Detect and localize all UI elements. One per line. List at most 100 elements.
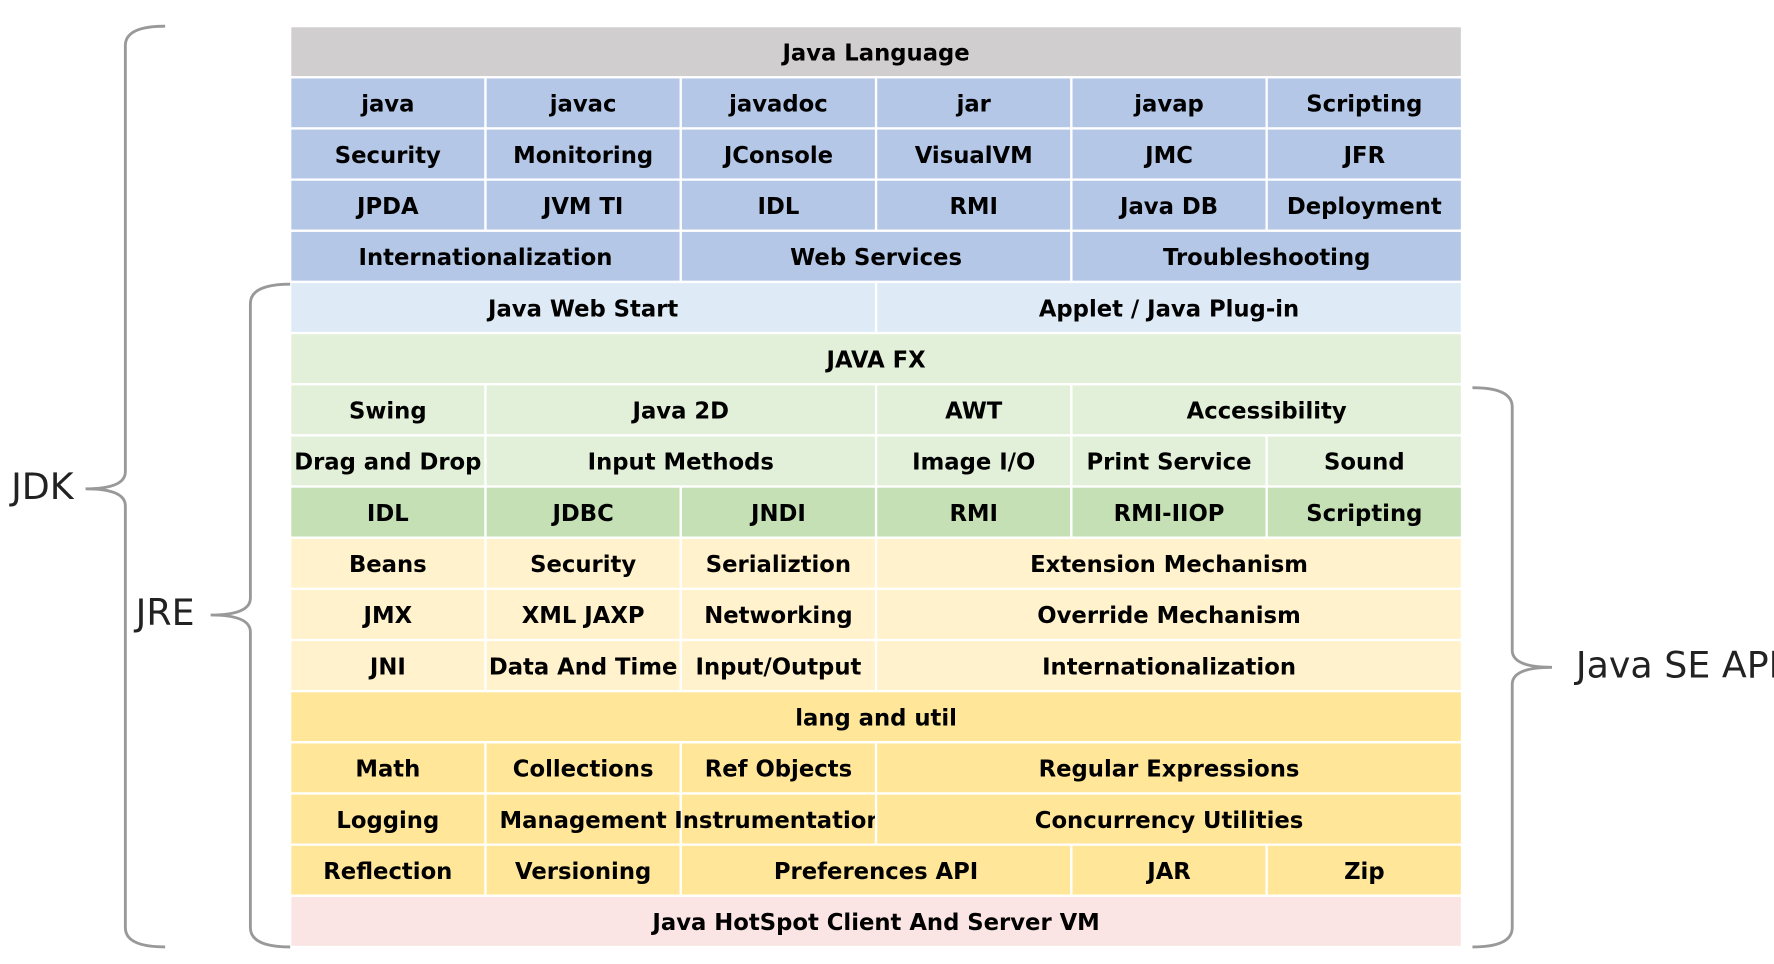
cell-label: Print Service — [1087, 450, 1252, 476]
cell-label: JMC — [1143, 143, 1193, 169]
cell — [289, 229, 682, 284]
cell-label: JFR — [1342, 143, 1386, 169]
cell-label: IDL — [758, 194, 800, 220]
cell — [679, 587, 878, 642]
cell — [1265, 843, 1464, 897]
cell — [289, 178, 487, 232]
cell-label: RMI — [949, 194, 998, 220]
cell-label: JVM TI — [541, 194, 624, 220]
cell — [484, 383, 878, 437]
cell — [289, 638, 487, 693]
jre-label: JRE — [134, 591, 195, 634]
cell-label: Versioning — [515, 859, 651, 885]
cell — [874, 383, 1073, 437]
cell-label: RMI-IIOP — [1114, 501, 1225, 527]
cell — [874, 792, 1464, 846]
cell — [1070, 383, 1464, 437]
cell — [289, 280, 878, 335]
cell — [484, 792, 682, 846]
cell — [289, 76, 487, 130]
java-se-api-brace — [1472, 386, 1553, 949]
cell-label: Input Methods — [588, 450, 774, 476]
cell — [679, 843, 1073, 897]
cell-label: Security — [530, 552, 636, 578]
cell-label: JConsole — [722, 143, 833, 169]
cell-label: Collections — [513, 757, 654, 783]
cell-label: lang and util — [795, 706, 957, 732]
cell-label: RMI — [949, 501, 998, 527]
cell-label: Override Mechanism — [1037, 603, 1300, 629]
cell-label: Java Web Start — [486, 296, 678, 322]
cell-label: Internationalization — [359, 245, 613, 271]
layer-grid: Java Language java javac javadoc jar javap Scr… — [289, 25, 1464, 949]
cell — [874, 280, 1464, 335]
cell-label: Networking — [704, 603, 852, 629]
cell-label: Preferences API — [774, 859, 978, 885]
cell — [289, 894, 1464, 949]
cell-label: Drag and Drop — [294, 450, 481, 476]
cell — [874, 178, 1073, 232]
cell-label: Java HotSpot Client And Server VM — [650, 910, 1099, 936]
cell — [1070, 178, 1268, 232]
cell — [484, 587, 682, 642]
cell — [1265, 178, 1464, 232]
cell-label: Java Language — [780, 40, 969, 66]
cell — [679, 485, 878, 539]
cell — [484, 434, 878, 488]
cell-label: Concurrency Utilities — [1035, 808, 1304, 834]
cell — [289, 127, 487, 181]
cell-label: Scripting — [1306, 92, 1422, 118]
cell — [484, 638, 682, 693]
cell — [484, 485, 682, 539]
cell — [679, 178, 878, 232]
cell-label: Math — [355, 757, 420, 783]
cell-label: java — [360, 92, 414, 118]
cell-label: Serializtion — [706, 552, 851, 578]
cell-label: javap — [1133, 92, 1204, 118]
cell — [289, 690, 1464, 744]
cell — [874, 638, 1464, 693]
cell-label: Data And Time — [489, 654, 678, 680]
cell-label: Beans — [349, 552, 427, 578]
cell — [874, 536, 1464, 590]
cell-label: JAR — [1145, 859, 1191, 885]
cell-label: javac — [549, 92, 617, 118]
cell — [1070, 76, 1268, 130]
cell-label: Sound — [1324, 450, 1405, 476]
cell-label: Web Services — [790, 245, 962, 271]
cell-label: Deployment — [1287, 194, 1442, 220]
cell — [484, 536, 682, 590]
cell-label: Image I/O — [912, 450, 1035, 476]
cell — [679, 741, 878, 795]
cell-label: JDBC — [550, 501, 613, 527]
cell-label: Java DB — [1118, 194, 1218, 220]
cell — [679, 127, 878, 181]
cell-label: AWT — [945, 399, 1003, 425]
cell-label: javadoc — [728, 92, 828, 118]
cell-label: Reflection — [323, 859, 452, 885]
cell-label: JMX — [362, 603, 413, 629]
cell — [679, 229, 1073, 284]
cell-label: Instrumentation — [674, 808, 882, 834]
cell-label: JNI — [368, 654, 406, 680]
cell — [1070, 229, 1464, 284]
cell — [679, 638, 878, 693]
cell — [289, 741, 487, 795]
cell-label: Accessibility — [1187, 399, 1347, 425]
cell-label: Management — [500, 808, 667, 834]
cell — [874, 587, 1464, 642]
cell-label: Security — [335, 143, 441, 169]
cell-label: Logging — [336, 808, 439, 834]
cell — [289, 587, 487, 642]
cell-label: Swing — [349, 399, 427, 425]
cell-label: XML JAXP — [522, 603, 645, 629]
cell — [289, 25, 1464, 79]
jdk-label: JDK — [9, 465, 75, 508]
cell-label: Java 2D — [631, 399, 730, 425]
cell-label: jar — [956, 92, 992, 118]
cell-label: Ref Objects — [705, 757, 852, 783]
cell — [484, 741, 682, 795]
cell-label: Monitoring — [513, 143, 653, 169]
cell-label: IDL — [367, 501, 409, 527]
